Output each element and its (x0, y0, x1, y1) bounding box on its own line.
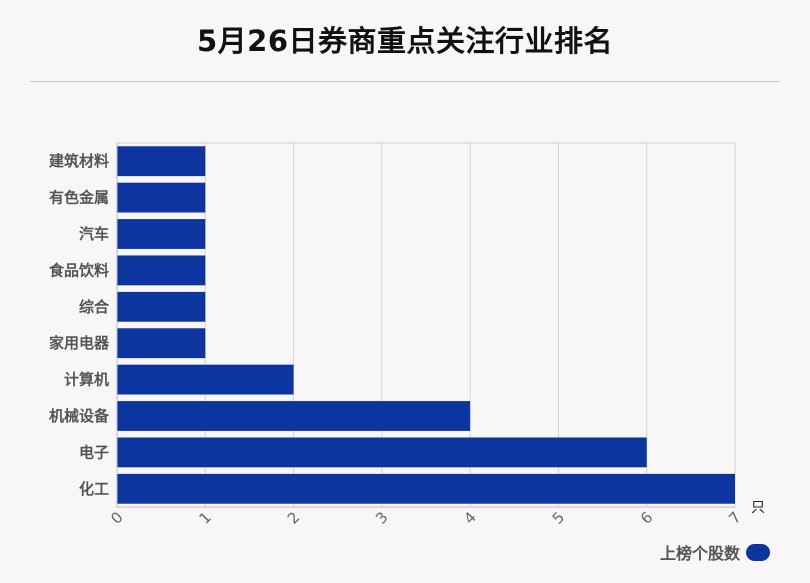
category-label: 建筑材料 (49, 152, 109, 170)
category-label: 有色金属 (49, 189, 109, 207)
bar (117, 219, 206, 249)
x-tick-label: 6 (637, 508, 656, 527)
legend-label: 上榜个股数 (659, 544, 740, 563)
x-tick-label: 2 (284, 508, 303, 527)
category-label: 家用电器 (49, 334, 110, 352)
x-tick-label: 7 (725, 508, 744, 527)
category-label: 综合 (79, 298, 110, 316)
x-tick-label: 5 (549, 508, 568, 527)
bar (117, 255, 206, 286)
x-tick-label: 0 (107, 508, 126, 527)
bar (117, 146, 206, 177)
bar (117, 328, 206, 359)
legend[interactable]: 上榜个股数 (660, 540, 770, 564)
title-divider (30, 81, 780, 82)
bar (117, 401, 471, 431)
category-label: 汽车 (79, 225, 109, 243)
category-label: 电子 (79, 443, 109, 461)
category-label: 食品饮料 (49, 261, 109, 279)
bar (117, 437, 647, 468)
chart-title: 5月26日券商重点关注行业排名 (196, 24, 614, 58)
bar (117, 473, 735, 504)
x-tick-label: 1 (196, 508, 215, 527)
x-unit-label: 只 (751, 500, 765, 516)
bar (117, 291, 206, 322)
category-label: 计算机 (64, 371, 109, 389)
x-tick-label: 4 (460, 508, 479, 527)
legend-swatch (746, 543, 770, 561)
bar (117, 182, 206, 213)
bar (117, 364, 294, 395)
x-tick-label: 3 (372, 508, 391, 527)
category-label: 机械设备 (49, 407, 110, 425)
category-label: 化工 (79, 480, 109, 498)
